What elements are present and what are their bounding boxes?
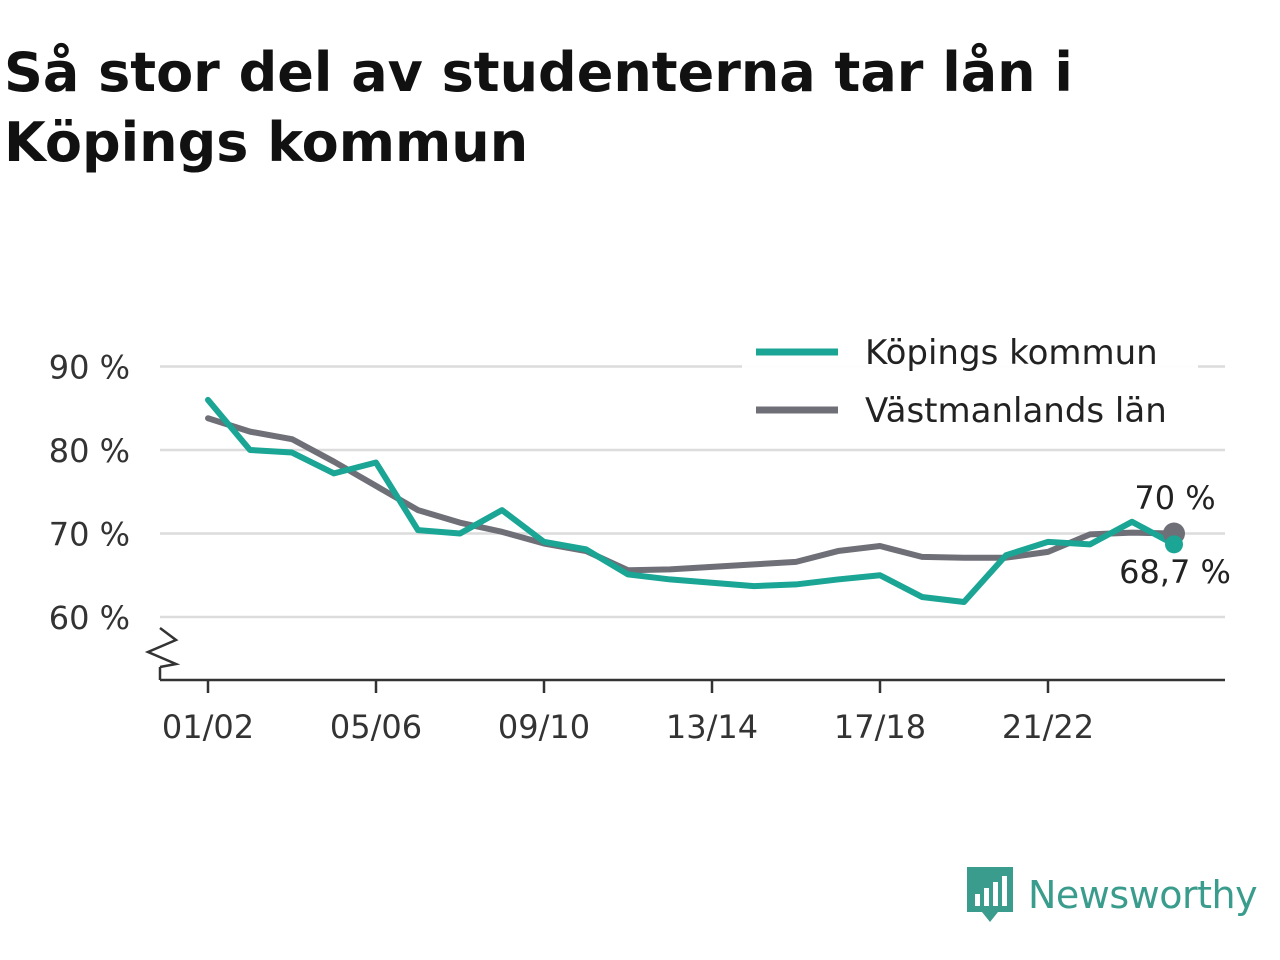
x-axis-ticks: 01/02 05/06 09/10 13/14 17/18 21/22 (162, 680, 1094, 746)
x-tick-label: 13/14 (666, 708, 758, 746)
axis-break-icon (144, 627, 181, 669)
series-line-kopings-kommun (205, 396, 1177, 605)
end-label-vastmanlands-lan: 70 % (1134, 479, 1215, 517)
y-tick-label: 90 % (49, 349, 130, 387)
x-tick-label: 21/22 (1002, 708, 1094, 746)
chart-title: Så stor del av studenterna tar lån i Köp… (4, 41, 1073, 174)
axes (144, 627, 1225, 682)
brand-name: Newsworthy (1028, 873, 1258, 917)
end-label-kopings-kommun: 68,7 % (1119, 553, 1231, 591)
series-lines (205, 396, 1177, 605)
legend-label: Köpings kommun (865, 333, 1158, 373)
x-tick-label: 01/02 (162, 708, 254, 746)
end-point-kopings-kommun (1165, 535, 1183, 554)
x-tick-label: 17/18 (834, 708, 926, 746)
x-tick-label: 05/06 (330, 708, 422, 746)
series-line-vastmanlands-lan (205, 415, 1177, 574)
legend-label: Västmanlands län (865, 391, 1167, 431)
brand-logo: Newsworthy (964, 862, 1258, 928)
legend-background (742, 322, 1198, 446)
x-tick-label: 09/10 (498, 708, 590, 746)
y-axis-ticks: 60 % 70 % 80 % 90 % (49, 349, 130, 638)
y-tick-label: 70 % (49, 516, 130, 554)
legend: Köpings kommun Västmanlands län (742, 322, 1198, 446)
y-tick-label: 60 % (49, 599, 130, 637)
newsworthy-logo-icon (967, 867, 1013, 922)
end-labels: 70 % 68,7 % (1119, 479, 1231, 591)
y-tick-label: 80 % (49, 432, 130, 470)
